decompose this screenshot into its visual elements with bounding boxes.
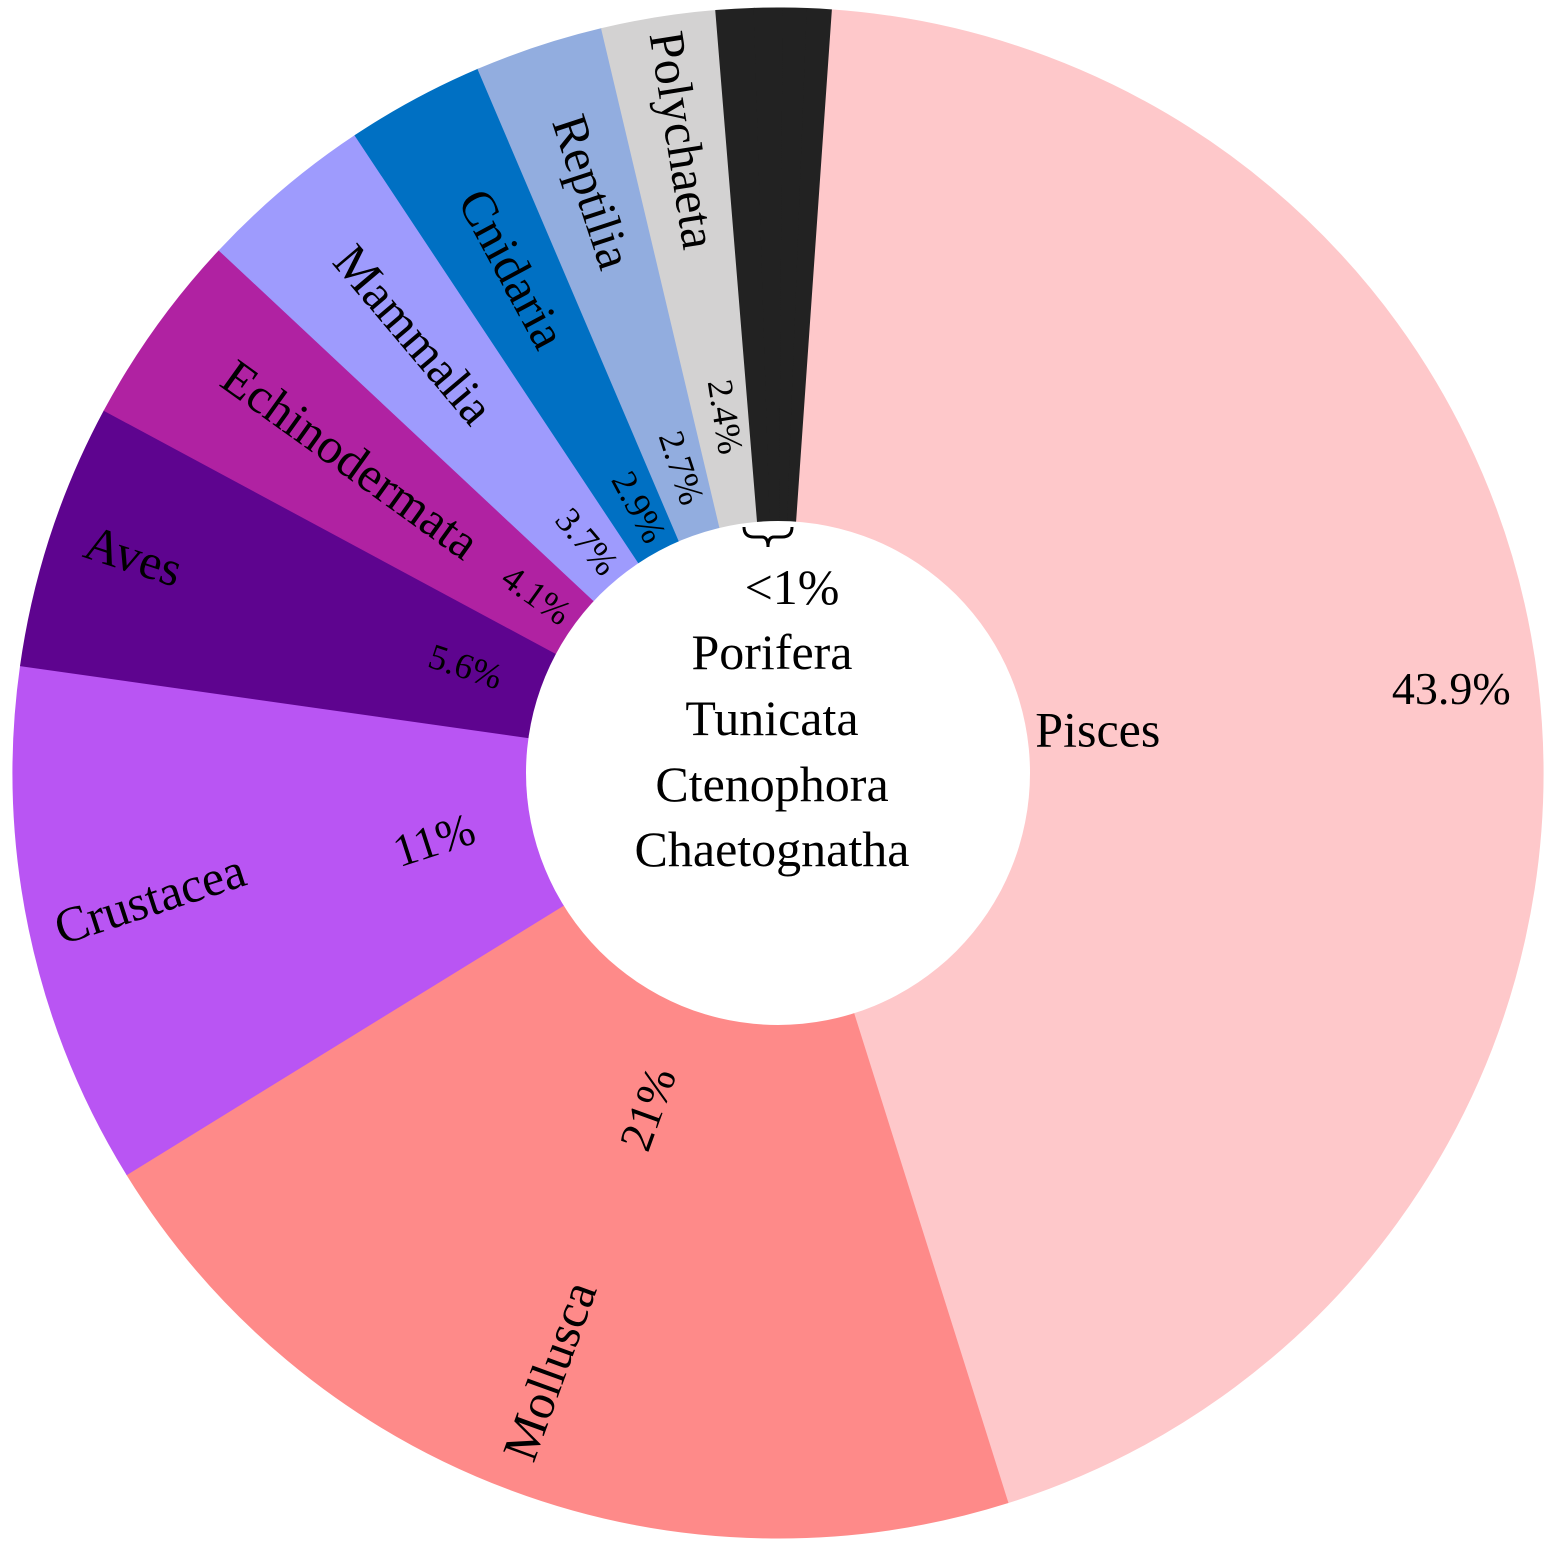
donut-hole [526, 521, 1030, 1025]
small-group-member-porifera: Porifera [691, 624, 852, 680]
small-group-brace [742, 526, 794, 548]
small-group-member-chaetognatha: Chaetognatha [635, 821, 910, 877]
slice-value-pisces: 43.9% [1392, 663, 1511, 714]
small-group-member-ctenophora: Ctenophora [655, 756, 888, 812]
slice-pisces [777, 9, 1544, 1504]
small-group-label: <1% [745, 559, 840, 615]
small-group-member-tunicata: Tunicata [685, 690, 858, 746]
slice-label-pisces: Pisces [1035, 702, 1160, 758]
